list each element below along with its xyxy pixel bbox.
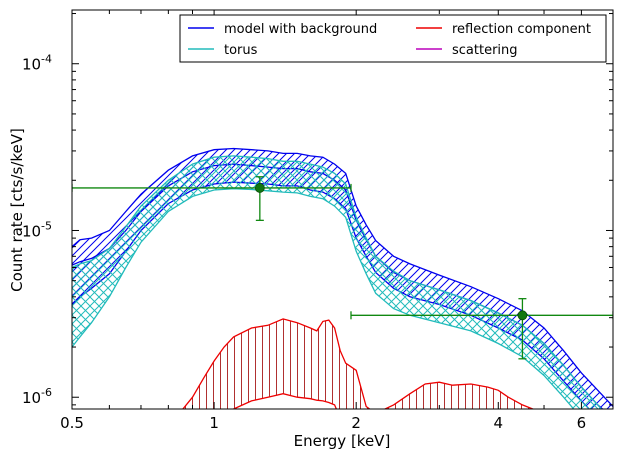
legend-box: [179, 14, 607, 63]
y-tick-label: 10-6: [22, 386, 52, 407]
model-with-background-upper-line: [72, 147, 613, 407]
data-point-2-marker: [517, 310, 528, 321]
legend-label-model-with-background: model with background: [224, 22, 377, 37]
y-axis-label: Count rate [cts/s/keV]: [8, 128, 26, 292]
x-tick-label: 2: [351, 414, 361, 432]
plot-frame: [71, 9, 614, 410]
torus-upper-line: [72, 155, 603, 409]
legend-label-scattering: scattering: [452, 43, 518, 58]
data-point-1-marker: [254, 183, 265, 193]
y-tick-label: 10-5: [22, 219, 52, 240]
x-tick-label: 6: [577, 414, 587, 432]
reflection-component-upper-line: [182, 318, 535, 409]
legend-label-reflection-component: reflection component: [452, 22, 591, 37]
plot-area: [72, 147, 613, 409]
y-tick-label: 10-4: [22, 53, 52, 74]
data-points: [72, 176, 613, 360]
reflection-component-band: [182, 318, 533, 409]
legend-label-torus: torus: [224, 43, 258, 58]
x-tick-label: 0.5: [60, 414, 84, 432]
legend: model with background reflection componen…: [179, 14, 607, 63]
torus-band: [72, 155, 602, 409]
x-axis-label: Energy [keV]: [294, 432, 391, 450]
x-tick-label: 1: [209, 414, 219, 432]
x-tick-label: 4: [494, 414, 504, 432]
torus-lower-line: [72, 188, 575, 409]
